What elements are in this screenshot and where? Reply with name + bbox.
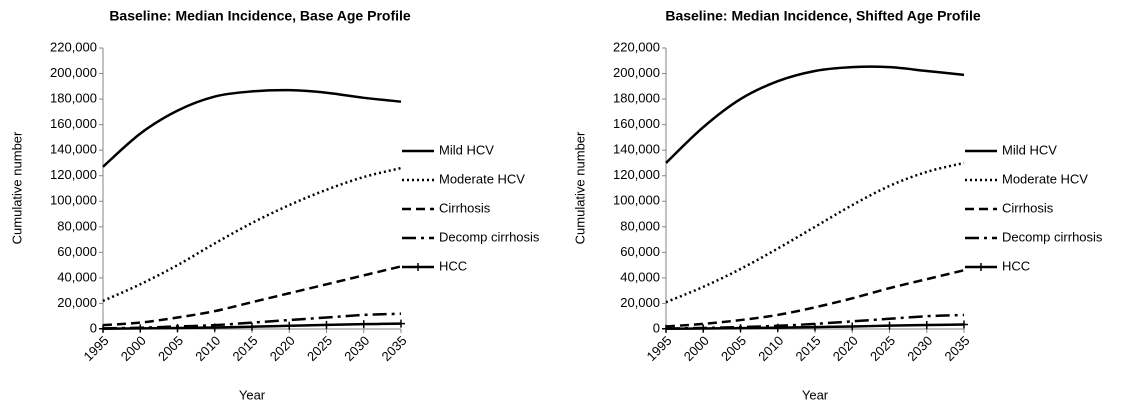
legend-label: Mild HCV (439, 142, 494, 157)
series-line (665, 161, 965, 304)
point-marker (99, 324, 107, 333)
y-axis-label: Cumulative number (572, 131, 587, 244)
x-tick-label: 2035 (378, 333, 409, 364)
x-tick-label: 2030 (341, 333, 372, 364)
y-tick-label: 180,000 (613, 91, 660, 106)
legend-label: Cirrhosis (1002, 200, 1054, 215)
y-tick-label: 60,000 (57, 244, 97, 259)
chart: Baseline: Median Incidence, Base Age Pro… (9, 8, 539, 403)
x-tick-label: 2010 (192, 333, 223, 364)
y-tick-label: 120,000 (613, 167, 660, 182)
x-tick-label: 2030 (904, 333, 935, 364)
chart-title: Baseline: Median Incidence, Shifted Age … (665, 8, 981, 24)
legend-label: Mild HCV (1002, 142, 1057, 157)
point-marker (210, 323, 219, 332)
y-tick-label: 80,000 (620, 218, 660, 233)
legend-label: HCC (439, 258, 467, 273)
point-marker (736, 324, 745, 333)
y-tick-label: 140,000 (613, 142, 660, 157)
series-line (102, 265, 402, 327)
point-marker (248, 322, 256, 331)
y-tick-label: 0 (653, 320, 660, 335)
x-tick-label: 2000 (681, 333, 712, 364)
y-tick-label: 140,000 (50, 142, 97, 157)
x-tick-label: 2015 (229, 333, 260, 364)
x-tick-label: 2010 (755, 333, 786, 364)
x-tick-label: 1995 (643, 333, 674, 364)
y-tick-label: 120,000 (50, 167, 97, 182)
x-axis-label: Year (239, 387, 266, 402)
series-line (102, 88, 402, 168)
y-tick-label: 60,000 (620, 244, 660, 259)
y-tick-label: 220,000 (613, 39, 660, 54)
point-marker (960, 320, 968, 329)
y-tick-label: 160,000 (50, 116, 97, 131)
point-marker (662, 324, 670, 333)
series-line (665, 65, 965, 164)
y-axis-label: Cumulative number (9, 131, 24, 244)
x-tick-label: 2035 (941, 333, 972, 364)
x-tick-label: 2025 (867, 333, 898, 364)
legend-label: Moderate HCV (439, 171, 525, 186)
x-tick-label: 2020 (267, 333, 298, 364)
point-marker (848, 322, 857, 331)
legend-label: Moderate HCV (1002, 171, 1088, 186)
point-marker (922, 321, 931, 330)
chart-title: Baseline: Median Incidence, Base Age Pro… (109, 8, 411, 24)
point-marker (322, 320, 331, 329)
point-marker (136, 324, 145, 333)
point-marker (359, 320, 368, 329)
legend-label: HCC (1002, 258, 1030, 273)
series-line (665, 269, 965, 328)
point-marker (885, 321, 894, 330)
chart: Baseline: Median Incidence, Shifted Age … (572, 8, 1102, 403)
y-tick-label: 40,000 (620, 269, 660, 284)
point-marker (773, 323, 782, 332)
legend-label: Decomp cirrhosis (1002, 229, 1103, 244)
y-tick-label: 80,000 (57, 218, 97, 233)
point-marker (397, 319, 405, 328)
y-tick-label: 180,000 (50, 91, 97, 106)
x-tick-label: 1995 (80, 333, 111, 364)
y-tick-label: 160,000 (613, 116, 660, 131)
y-tick-label: 100,000 (613, 193, 660, 208)
y-tick-label: 0 (90, 320, 97, 335)
x-tick-label: 2005 (718, 333, 749, 364)
y-tick-label: 40,000 (57, 269, 97, 284)
x-tick-label: 2000 (118, 333, 149, 364)
x-tick-label: 2015 (792, 333, 823, 364)
y-tick-label: 100,000 (50, 193, 97, 208)
y-tick-label: 20,000 (57, 295, 97, 310)
y-tick-label: 200,000 (50, 65, 97, 80)
legend-label: Decomp cirrhosis (439, 229, 540, 244)
y-tick-label: 20,000 (620, 295, 660, 310)
y-tick-label: 220,000 (50, 39, 97, 54)
point-marker (173, 323, 182, 332)
x-tick-label: 2025 (304, 333, 335, 364)
legend-label: Cirrhosis (439, 200, 491, 215)
point-marker (285, 321, 294, 330)
x-tick-label: 2005 (155, 333, 186, 364)
x-tick-label: 2020 (830, 333, 861, 364)
series-line (102, 166, 402, 303)
y-tick-label: 200,000 (613, 65, 660, 80)
point-marker (811, 323, 819, 332)
x-axis-label: Year (802, 387, 829, 402)
point-marker (699, 324, 708, 333)
